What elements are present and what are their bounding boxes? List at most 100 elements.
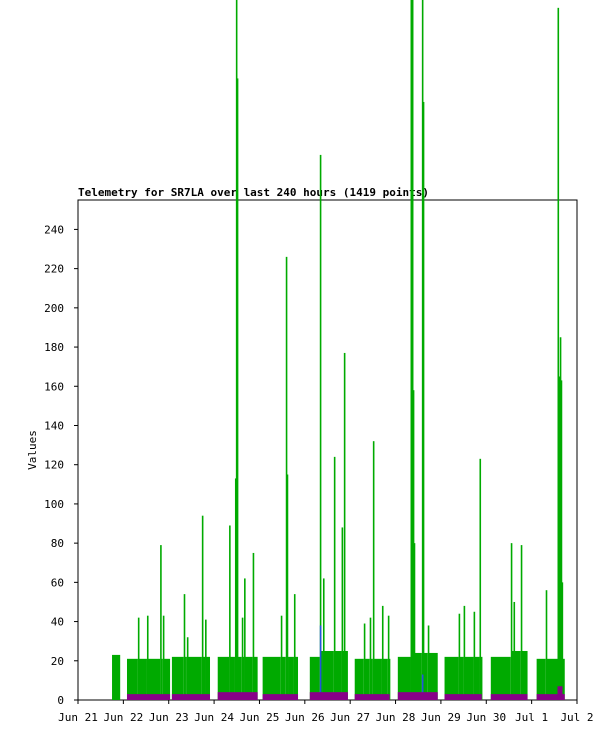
bar <box>354 694 390 700</box>
bar <box>370 658 373 700</box>
bar <box>410 0 413 700</box>
bar <box>185 656 187 700</box>
bar <box>474 656 480 700</box>
bar <box>363 623 366 700</box>
bar <box>242 656 245 700</box>
bar <box>557 7 560 700</box>
bar <box>235 0 238 700</box>
bar <box>262 694 299 700</box>
y-tick-label: 220 <box>44 263 64 276</box>
bar <box>536 694 558 700</box>
bar <box>521 650 528 700</box>
bar <box>511 650 514 700</box>
bar <box>201 515 204 700</box>
bar <box>421 674 424 700</box>
x-tick-label: Jul 2 <box>560 711 593 724</box>
bar <box>161 658 163 700</box>
bar <box>205 656 211 700</box>
bar <box>183 594 186 700</box>
y-tick-label: 180 <box>44 341 64 354</box>
bar <box>146 615 149 700</box>
y-tick-label: 160 <box>44 380 64 393</box>
y-tick-label: 120 <box>44 459 64 472</box>
bar <box>412 390 415 700</box>
bar <box>397 656 411 700</box>
y-tick-label: 140 <box>44 419 64 432</box>
bar <box>294 656 299 700</box>
bar <box>334 650 342 700</box>
bar <box>262 656 281 700</box>
x-tick-label: Jun 28 <box>376 711 416 724</box>
x-tick-label: Jun 24 <box>194 711 234 724</box>
bar <box>344 650 348 700</box>
bar <box>234 478 237 700</box>
bar <box>490 694 528 700</box>
bar <box>202 656 206 700</box>
bar <box>147 658 161 700</box>
bar <box>490 656 511 700</box>
bar <box>333 456 336 700</box>
x-tick-label: Jun 29 <box>421 711 461 724</box>
bar <box>514 650 521 700</box>
bar <box>397 692 438 700</box>
bar <box>244 578 246 700</box>
bar <box>364 658 370 700</box>
bar <box>319 625 322 700</box>
bar <box>288 656 294 700</box>
bar <box>545 590 548 700</box>
x-tick-label: Jul 1 <box>515 711 548 724</box>
bar <box>320 650 323 700</box>
bar <box>309 692 348 700</box>
bar <box>205 619 207 700</box>
y-tick-label: 20 <box>51 655 64 668</box>
bar <box>473 611 476 700</box>
bar <box>387 615 390 700</box>
bar <box>414 652 422 700</box>
bar <box>558 376 561 700</box>
x-tick-label: Jun 30 <box>466 711 506 724</box>
bar <box>171 656 184 700</box>
bar <box>293 594 296 700</box>
bar <box>281 656 286 700</box>
y-tick-label: 60 <box>51 576 64 589</box>
x-tick-label: Jun 23 <box>149 711 189 724</box>
bar <box>217 656 230 700</box>
bar <box>458 613 461 700</box>
bar <box>557 686 563 700</box>
chart-title: Telemetry for SR7LA over last 240 hours … <box>78 186 429 199</box>
bar <box>343 352 346 700</box>
bar <box>411 0 414 700</box>
bar <box>280 615 283 700</box>
bar <box>536 658 546 700</box>
bar <box>520 545 523 700</box>
bar <box>126 658 138 700</box>
bar <box>309 656 320 700</box>
bar <box>513 601 516 700</box>
bar <box>479 458 482 700</box>
bar <box>444 656 459 700</box>
y-tick-label: 200 <box>44 302 64 315</box>
bar <box>559 337 562 700</box>
bar <box>562 658 565 700</box>
bar <box>217 692 258 700</box>
bar <box>285 256 288 700</box>
bar <box>562 694 565 700</box>
bar <box>254 656 258 700</box>
bar <box>413 543 416 700</box>
bar <box>546 658 558 700</box>
bar <box>323 650 334 700</box>
bar <box>138 658 147 700</box>
bar <box>186 637 189 700</box>
bar <box>322 578 325 700</box>
bar <box>229 656 235 700</box>
bar <box>427 625 430 700</box>
x-tick-label: Jun 27 <box>330 711 370 724</box>
bar <box>561 582 564 700</box>
bar <box>112 654 121 700</box>
bar <box>252 552 255 700</box>
plot-frame <box>77 199 578 701</box>
y-tick-label: 80 <box>51 537 64 550</box>
bar <box>459 656 464 700</box>
bar <box>373 658 382 700</box>
